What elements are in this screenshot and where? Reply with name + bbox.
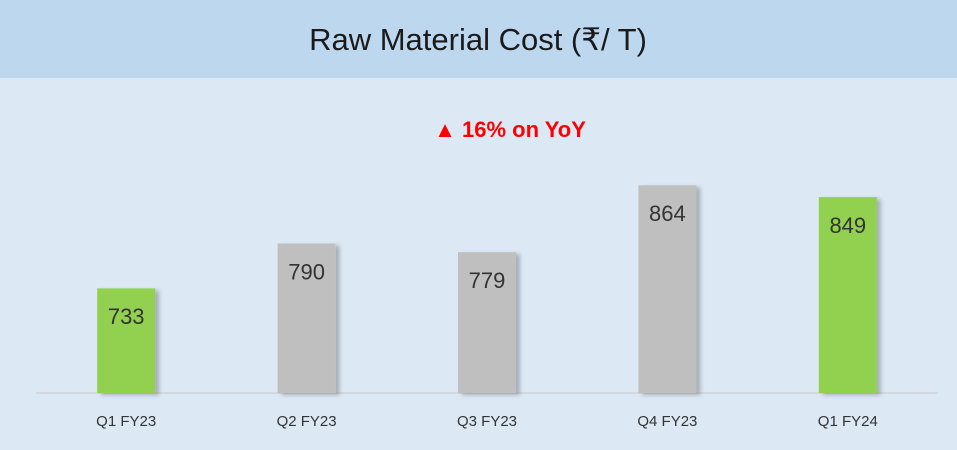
bar <box>818 197 877 393</box>
annotation: ▲ 16% on YoY <box>434 117 586 142</box>
bar <box>458 252 516 393</box>
data-label: 733 <box>108 304 145 329</box>
x-tick-label: Q3 FY23 <box>457 413 517 430</box>
bar <box>97 288 156 393</box>
x-tick-label: Q4 FY23 <box>637 413 697 430</box>
data-label: 849 <box>829 213 866 238</box>
x-tick-label: Q1 FY23 <box>96 413 156 430</box>
header-band <box>0 0 957 78</box>
chart-title: Raw Material Cost (₹/ T) <box>309 22 647 57</box>
data-label: 864 <box>649 201 686 226</box>
data-label: 779 <box>469 268 506 293</box>
bar <box>277 243 336 393</box>
data-label: 790 <box>288 259 325 284</box>
x-tick-label: Q2 FY23 <box>277 413 337 430</box>
x-tick-label: Q1 FY24 <box>818 413 878 430</box>
bar <box>638 185 697 393</box>
